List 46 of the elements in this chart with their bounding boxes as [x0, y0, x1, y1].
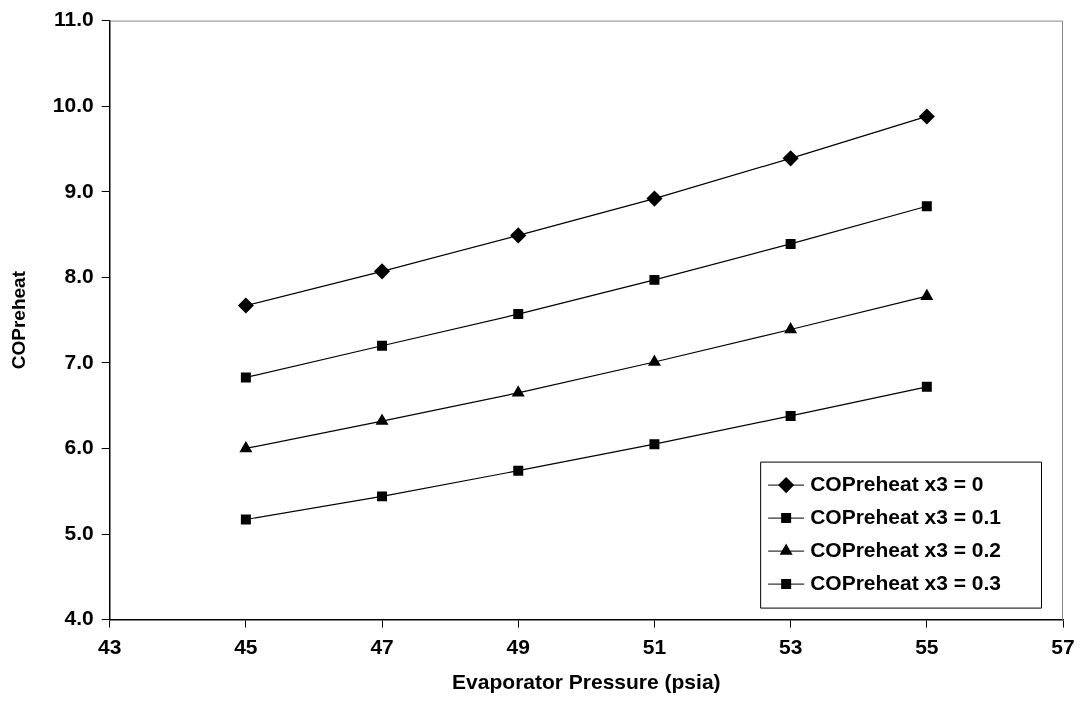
y-tick-label: 8.0 — [64, 264, 94, 288]
point — [782, 150, 799, 167]
y-axis-title: COPreheat — [7, 270, 29, 370]
x-tick-label: 51 — [642, 635, 667, 658]
y-tick-label: 4.0 — [64, 606, 94, 630]
legend-label: COPreheat x3 = 0 — [810, 471, 984, 495]
point — [648, 355, 661, 366]
point — [377, 340, 388, 351]
point — [240, 372, 251, 383]
y-tick-label: 6.0 — [64, 435, 94, 459]
x-tick-label: 43 — [97, 635, 122, 658]
point — [238, 297, 254, 314]
point — [240, 514, 251, 525]
point — [649, 439, 660, 450]
point — [376, 414, 388, 425]
point — [784, 322, 797, 334]
point — [646, 190, 663, 207]
point — [920, 289, 933, 300]
y-tick-label: 7.0 — [64, 349, 94, 373]
x-tick-label: 55 — [915, 635, 939, 658]
point — [510, 227, 526, 244]
point — [377, 491, 388, 502]
x-axis-title: Evaporator Pressure (psia) — [452, 670, 721, 694]
point — [239, 441, 252, 453]
legend-label: COPreheat x3 = 0.1 — [810, 504, 1002, 528]
point — [785, 238, 796, 249]
point — [374, 263, 390, 280]
point — [649, 274, 660, 285]
point — [785, 410, 796, 421]
y-tick-label: 5.0 — [64, 520, 94, 544]
y-tick-label: 11.0 — [53, 7, 94, 31]
legend-label: COPreheat x3 = 0.3 — [810, 570, 1001, 594]
point — [513, 309, 524, 320]
legend-label: COPreheat x3 = 0.2 — [810, 537, 1001, 561]
point — [513, 465, 524, 476]
y-tick-label: 10.0 — [52, 92, 94, 116]
point — [921, 201, 932, 212]
point — [512, 386, 525, 397]
point — [921, 381, 932, 392]
x-tick-label: 47 — [370, 635, 394, 658]
y-tick-label: 9.0 — [64, 178, 94, 202]
point — [919, 108, 935, 125]
x-tick-label: 45 — [234, 635, 258, 658]
x-tick-label: 49 — [506, 635, 530, 658]
x-tick-label: 57 — [1051, 635, 1075, 658]
x-tick-label: 53 — [778, 635, 803, 658]
